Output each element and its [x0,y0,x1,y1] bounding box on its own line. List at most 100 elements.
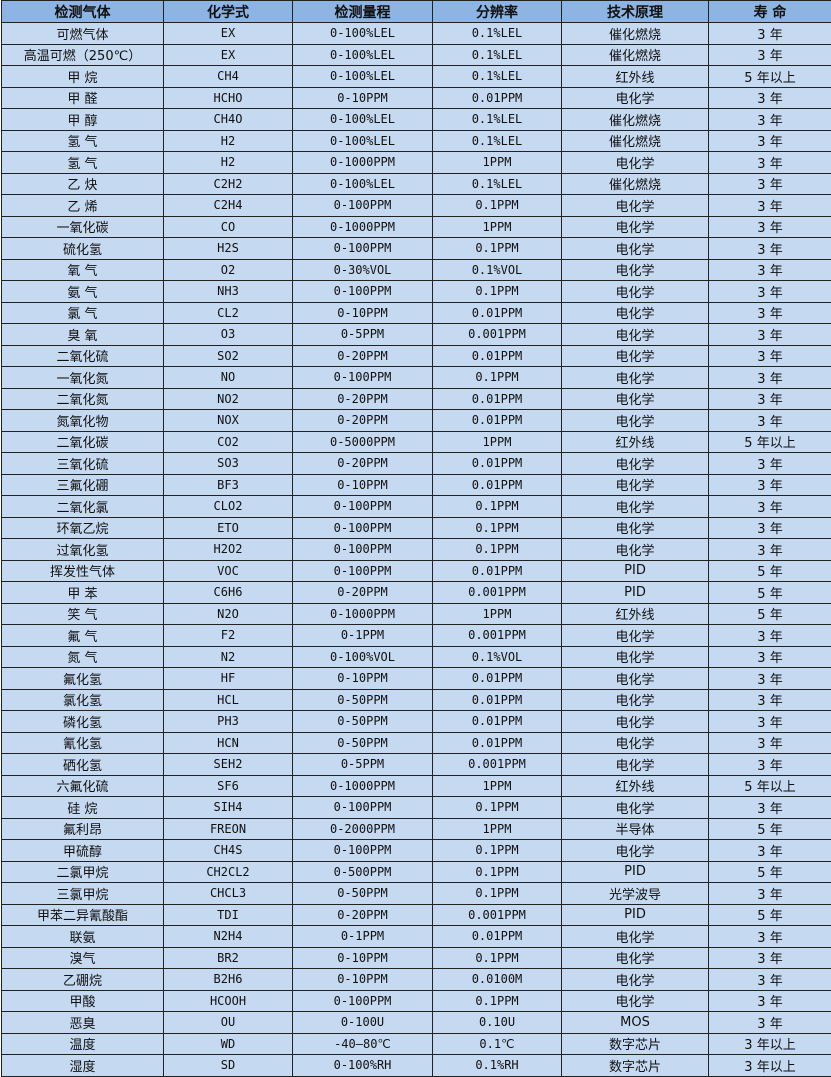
cell-lifespan: 3 年 [709,625,831,647]
cell-resolution: 0.01PPM [433,302,562,324]
cell-resolution: 0.01PPM [433,732,562,754]
cell-lifespan: 5 年 [709,818,831,840]
cell-technical-principle: 电化学 [562,345,709,367]
cell-detection-range: 0-20PPM [293,453,433,475]
cell-chemical-formula: BR2 [164,947,293,969]
cell-resolution: 0.1%LEL [433,66,562,88]
cell-detection-range: 0-100U [293,1012,433,1034]
cell-chemical-formula: O2 [164,259,293,281]
cell-gas-name: 溴气 [2,947,164,969]
cell-resolution: 1PPM [433,216,562,238]
cell-detection-range: 0-500PPM [293,861,433,883]
cell-gas-name: 三氯甲烷 [2,883,164,905]
cell-detection-range: 0-20PPM [293,582,433,604]
cell-resolution: 0.1PPM [433,367,562,389]
cell-gas-name: 乙 炔 [2,173,164,195]
cell-technical-principle: PID [562,904,709,926]
cell-detection-range: 0-100%LEL [293,130,433,152]
cell-resolution: 0.01PPM [433,345,562,367]
cell-resolution: 0.0100M [433,969,562,991]
cell-technical-principle: 催化燃烧 [562,173,709,195]
cell-detection-range: 0-100PPM [293,990,433,1012]
cell-resolution: 0.1%VOL [433,259,562,281]
cell-gas-name: 二氧化碳 [2,431,164,453]
cell-chemical-formula: EX [164,23,293,45]
cell-gas-name: 臭 氧 [2,324,164,346]
cell-gas-name: 甲酸 [2,990,164,1012]
cell-chemical-formula: CH4O [164,109,293,131]
cell-resolution: 0.1PPM [433,797,562,819]
cell-technical-principle: 电化学 [562,388,709,410]
cell-resolution: 0.001PPM [433,582,562,604]
cell-technical-principle: 红外线 [562,603,709,625]
column-header-resolution: 分辨率 [433,1,562,23]
cell-lifespan: 3 年 [709,388,831,410]
cell-lifespan: 3 年 [709,947,831,969]
cell-technical-principle: 电化学 [562,947,709,969]
cell-chemical-formula: SO2 [164,345,293,367]
cell-chemical-formula: FREON [164,818,293,840]
cell-lifespan: 5 年 [709,582,831,604]
cell-gas-name: 氟利昂 [2,818,164,840]
cell-gas-name: 恶臭 [2,1012,164,1034]
cell-gas-name: 氨 气 [2,281,164,303]
cell-lifespan: 5 年以上 [709,775,831,797]
cell-lifespan: 3 年 [709,969,831,991]
cell-detection-range: 0-10PPM [293,668,433,690]
cell-technical-principle: 数字芯片 [562,1055,709,1077]
cell-lifespan: 3 年 [709,732,831,754]
cell-chemical-formula: HCOOH [164,990,293,1012]
cell-gas-name: 甲 烷 [2,66,164,88]
cell-gas-name: 氟化氢 [2,668,164,690]
cell-gas-name: 二氧化硫 [2,345,164,367]
cell-resolution: 0.01PPM [433,711,562,733]
cell-lifespan: 3 年 [709,367,831,389]
cell-gas-name: 甲 醇 [2,109,164,131]
cell-gas-name: 氮 气 [2,646,164,668]
cell-detection-range: 0-100%LEL [293,23,433,45]
cell-resolution: 0.1PPM [433,238,562,260]
cell-chemical-formula: ETO [164,517,293,539]
cell-lifespan: 3 年 [709,23,831,45]
cell-lifespan: 3 年 [709,689,831,711]
cell-gas-name: 一氧化碳 [2,216,164,238]
cell-gas-name: 氟 气 [2,625,164,647]
cell-detection-range: 0-100PPM [293,797,433,819]
cell-technical-principle: 电化学 [562,926,709,948]
cell-detection-range: 0-20PPM [293,388,433,410]
cell-gas-name: 氯 气 [2,302,164,324]
cell-detection-range: 0-100PPM [293,560,433,582]
cell-gas-name: 过氧化氢 [2,539,164,561]
cell-resolution: 0.1%LEL [433,109,562,131]
cell-technical-principle: PID [562,560,709,582]
cell-technical-principle: 半导体 [562,818,709,840]
column-header-technical-principle: 技术原理 [562,1,709,23]
cell-resolution: 0.001PPM [433,324,562,346]
cell-gas-name: 一氧化氮 [2,367,164,389]
cell-resolution: 0.1℃ [433,1033,562,1055]
cell-detection-range: 0-1000PPM [293,775,433,797]
cell-lifespan: 5 年 [709,560,831,582]
cell-lifespan: 5 年以上 [709,431,831,453]
cell-lifespan: 3 年 [709,87,831,109]
cell-gas-name: 氢 气 [2,130,164,152]
cell-detection-range: 0-20PPM [293,410,433,432]
cell-technical-principle: 电化学 [562,969,709,991]
cell-chemical-formula: BF3 [164,474,293,496]
cell-chemical-formula: C2H4 [164,195,293,217]
cell-technical-principle: 电化学 [562,754,709,776]
cell-detection-range: 0-10PPM [293,302,433,324]
cell-technical-principle: 电化学 [562,87,709,109]
cell-chemical-formula: NO [164,367,293,389]
cell-detection-range: 0-10PPM [293,474,433,496]
